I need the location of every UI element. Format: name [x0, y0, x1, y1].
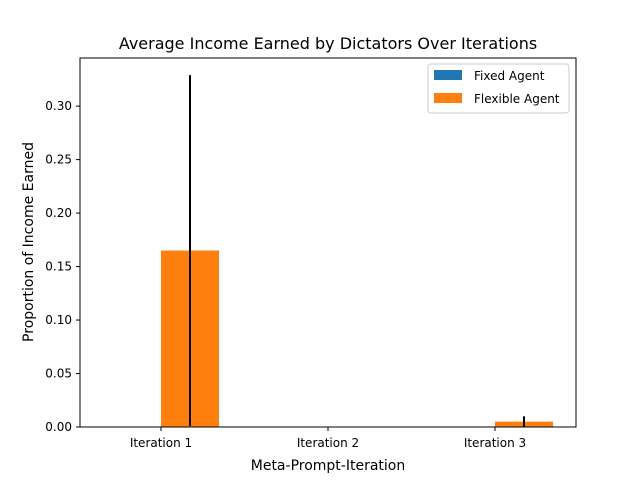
y-axis: 0.00 0.05 0.10 0.15 0.20 0.25 0.30 [45, 99, 80, 434]
x-tick-label: Iteration 3 [464, 436, 526, 450]
y-tick-label: 0.05 [45, 367, 72, 381]
axes-frame [79, 57, 577, 428]
y-tick-label: 0.00 [45, 420, 72, 434]
x-tick-label: Iteration 2 [297, 436, 359, 450]
error-bars [189, 75, 525, 427]
x-tick-label: Iteration 1 [130, 436, 192, 450]
x-axis: Iteration 1 Iteration 2 Iteration 3 [130, 427, 526, 450]
legend-swatch-flexible-agent [434, 93, 462, 103]
legend-label-fixed-agent: Fixed Agent [474, 69, 545, 83]
y-axis-label: Proportion of Income Earned [21, 142, 37, 342]
y-tick-label: 0.15 [45, 260, 72, 274]
y-tick-label: 0.30 [45, 99, 72, 113]
legend-swatch-fixed-agent [434, 70, 462, 80]
y-tick-label: 0.10 [45, 313, 72, 327]
y-tick-label: 0.20 [45, 206, 72, 220]
y-tick-label: 0.25 [45, 153, 72, 167]
chart-title: Average Income Earned by Dictators Over … [119, 34, 537, 53]
x-axis-label: Meta-Prompt-Iteration [251, 458, 405, 474]
legend-label-flexible-agent: Flexible Agent [474, 92, 560, 106]
legend: Fixed Agent Flexible Agent [427, 63, 570, 114]
legend-frame [427, 63, 570, 114]
